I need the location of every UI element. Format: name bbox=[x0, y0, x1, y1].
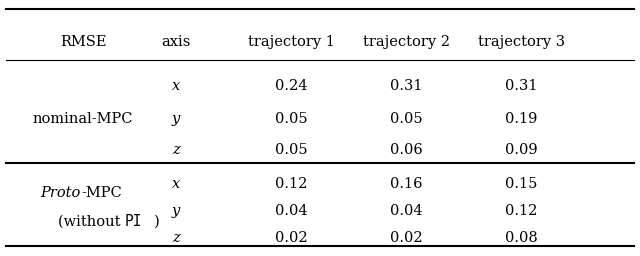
Text: z: z bbox=[172, 143, 180, 157]
Text: y: y bbox=[172, 112, 180, 126]
Text: 0.08: 0.08 bbox=[505, 231, 538, 245]
Text: 0.05: 0.05 bbox=[275, 143, 307, 157]
Text: 0.05: 0.05 bbox=[275, 112, 307, 126]
Text: -MPC: -MPC bbox=[81, 186, 122, 200]
Text: nominal-MPC: nominal-MPC bbox=[33, 112, 134, 126]
Text: x: x bbox=[172, 177, 180, 191]
Text: 0.05: 0.05 bbox=[390, 112, 422, 126]
Text: PI: PI bbox=[125, 214, 142, 229]
Text: 0.02: 0.02 bbox=[390, 231, 422, 245]
Text: 0.19: 0.19 bbox=[506, 112, 538, 126]
Text: Proto: Proto bbox=[40, 186, 80, 200]
Text: RMSE: RMSE bbox=[60, 35, 106, 49]
Text: 0.31: 0.31 bbox=[390, 79, 422, 93]
Text: trajectory 2: trajectory 2 bbox=[363, 35, 450, 49]
Text: trajectory 3: trajectory 3 bbox=[478, 35, 565, 49]
Text: (without: (without bbox=[58, 215, 125, 228]
Text: y: y bbox=[172, 204, 180, 218]
Text: 0.04: 0.04 bbox=[390, 204, 422, 218]
Text: 0.02: 0.02 bbox=[275, 231, 307, 245]
Text: trajectory 1: trajectory 1 bbox=[248, 35, 335, 49]
Text: 0.09: 0.09 bbox=[506, 143, 538, 157]
Text: 0.12: 0.12 bbox=[506, 204, 538, 218]
Text: 0.12: 0.12 bbox=[275, 177, 307, 191]
Text: x: x bbox=[172, 79, 180, 93]
Text: axis: axis bbox=[161, 35, 191, 49]
Text: ): ) bbox=[154, 215, 159, 228]
Text: 0.04: 0.04 bbox=[275, 204, 307, 218]
Text: 0.31: 0.31 bbox=[506, 79, 538, 93]
Text: 0.15: 0.15 bbox=[506, 177, 538, 191]
Text: 0.16: 0.16 bbox=[390, 177, 422, 191]
Text: 0.24: 0.24 bbox=[275, 79, 307, 93]
Text: 0.06: 0.06 bbox=[390, 143, 423, 157]
Text: z: z bbox=[172, 231, 180, 245]
